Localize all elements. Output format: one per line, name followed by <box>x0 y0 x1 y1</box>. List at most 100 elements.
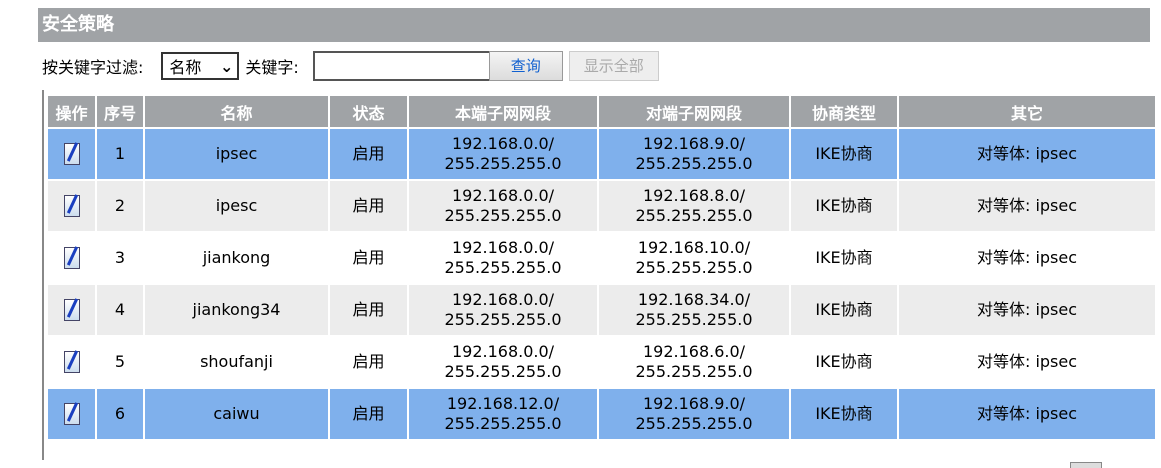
status-cell: 启用 <box>328 283 409 337</box>
status-cell: 启用 <box>328 231 409 285</box>
negotiation-type-cell: IKE协商 <box>789 335 899 389</box>
edit-icon[interactable] <box>63 195 80 217</box>
remote-subnet-cell: 192.168.8.0/255.255.255.0 <box>597 179 791 233</box>
scroll-button[interactable] <box>1070 462 1102 468</box>
keyword-input[interactable] <box>312 51 489 81</box>
status-cell: 启用 <box>328 127 409 181</box>
action-cell <box>46 335 97 389</box>
local-mask: 255.255.255.0 <box>444 362 562 381</box>
remote-ip: 192.168.9.0/ <box>642 134 746 153</box>
status-cell: 启用 <box>328 335 409 389</box>
action-cell <box>46 179 97 233</box>
column-header: 序号 <box>95 94 145 129</box>
local-subnet-cell: 192.168.0.0/255.255.255.0 <box>407 283 599 337</box>
negotiation-type-cell: IKE协商 <box>789 127 899 181</box>
index-cell: 3 <box>95 231 145 285</box>
local-subnet-cell: 192.168.0.0/255.255.255.0 <box>407 335 599 389</box>
other-cell: 对等体: ipsec <box>897 283 1157 337</box>
column-header: 协商类型 <box>789 94 899 129</box>
keyword-label: 关键字: <box>245 58 299 77</box>
name-cell: jiankong34 <box>143 283 330 337</box>
filter-bar: 按关键字过滤: 名称 ⌄ 关键字: 查询 显示全部 <box>42 50 659 82</box>
edit-icon[interactable] <box>63 351 80 373</box>
name-cell: ipesc <box>143 179 330 233</box>
edit-icon[interactable] <box>63 299 80 321</box>
column-header: 其它 <box>897 94 1157 129</box>
local-subnet-cell: 192.168.12.0/255.255.255.0 <box>407 387 599 441</box>
name-cell: shoufanji <box>143 335 330 389</box>
remote-ip: 192.168.8.0/ <box>642 186 746 205</box>
status-cell: 启用 <box>328 387 409 441</box>
action-cell <box>46 231 97 285</box>
remote-subnet-cell: 192.168.9.0/255.255.255.0 <box>597 387 791 441</box>
index-cell: 1 <box>95 127 145 181</box>
negotiation-type-cell: IKE协商 <box>789 387 899 441</box>
index-cell: 6 <box>95 387 145 441</box>
remote-ip: 192.168.10.0/ <box>637 238 751 257</box>
table-row[interactable]: 6 caiwu 启用 192.168.12.0/255.255.255.0 19… <box>46 387 1157 441</box>
action-cell <box>46 283 97 337</box>
column-header: 状态 <box>328 94 409 129</box>
other-cell: 对等体: ipsec <box>897 387 1157 441</box>
other-cell: 对等体: ipsec <box>897 335 1157 389</box>
local-ip: 192.168.0.0/ <box>451 342 555 361</box>
remote-ip: 192.168.6.0/ <box>642 342 746 361</box>
page-title: 安全策略 <box>38 8 1150 42</box>
remote-subnet-cell: 192.168.9.0/255.255.255.0 <box>597 127 791 181</box>
remote-mask: 255.255.255.0 <box>635 154 753 173</box>
local-mask: 255.255.255.0 <box>444 414 562 433</box>
negotiation-type-cell: IKE协商 <box>789 179 899 233</box>
remote-subnet-cell: 192.168.10.0/255.255.255.0 <box>597 231 791 285</box>
remote-ip: 192.168.34.0/ <box>637 290 751 309</box>
edit-icon[interactable] <box>63 143 80 165</box>
local-mask: 255.255.255.0 <box>444 206 562 225</box>
local-subnet-cell: 192.168.0.0/255.255.255.0 <box>407 179 599 233</box>
column-header: 对端子网网段 <box>597 94 791 129</box>
table-row[interactable]: 4 jiankong34 启用 192.168.0.0/255.255.255.… <box>46 283 1157 337</box>
local-ip: 192.168.12.0/ <box>446 394 560 413</box>
index-cell: 2 <box>95 179 145 233</box>
name-cell: caiwu <box>143 387 330 441</box>
action-cell <box>46 127 97 181</box>
column-header: 名称 <box>143 94 330 129</box>
remote-mask: 255.255.255.0 <box>635 206 753 225</box>
remote-ip: 192.168.9.0/ <box>642 394 746 413</box>
policy-table: 操作 序号 名称 状态 本端子网网段 对端子网网段 协商类型 其它 1 ipsec 启用 19… <box>46 94 1157 441</box>
table-row[interactable]: 1 ipsec 启用 192.168.0.0/255.255.255.0 192… <box>46 127 1157 181</box>
negotiation-type-cell: IKE协商 <box>789 283 899 337</box>
local-ip: 192.168.0.0/ <box>451 238 555 257</box>
show-all-button[interactable]: 显示全部 <box>568 51 659 81</box>
query-button[interactable]: 查询 <box>488 51 563 81</box>
remote-mask: 255.255.255.0 <box>635 362 753 381</box>
filter-field-select[interactable]: 名称 ⌄ <box>161 52 240 80</box>
remote-subnet-cell: 192.168.34.0/255.255.255.0 <box>597 283 791 337</box>
column-header: 操作 <box>46 94 97 129</box>
name-cell: jiankong <box>143 231 330 285</box>
select-value: 名称 <box>169 58 202 77</box>
other-cell: 对等体: ipsec <box>897 127 1157 181</box>
table-row[interactable]: 3 jiankong 启用 192.168.0.0/255.255.255.0 … <box>46 231 1157 285</box>
local-subnet-cell: 192.168.0.0/255.255.255.0 <box>407 127 599 181</box>
column-header: 本端子网网段 <box>407 94 599 129</box>
remote-mask: 255.255.255.0 <box>635 414 753 433</box>
name-cell: ipsec <box>143 127 330 181</box>
index-cell: 4 <box>95 283 145 337</box>
edit-icon[interactable] <box>63 247 80 269</box>
local-ip: 192.168.0.0/ <box>451 290 555 309</box>
local-ip: 192.168.0.0/ <box>451 186 555 205</box>
remote-subnet-cell: 192.168.6.0/255.255.255.0 <box>597 335 791 389</box>
edit-icon[interactable] <box>63 403 80 425</box>
status-cell: 启用 <box>328 179 409 233</box>
local-mask: 255.255.255.0 <box>444 310 562 329</box>
other-cell: 对等体: ipsec <box>897 231 1157 285</box>
remote-mask: 255.255.255.0 <box>635 258 753 277</box>
local-mask: 255.255.255.0 <box>444 258 562 277</box>
filter-label: 按关键字过滤: <box>42 58 144 77</box>
table-row[interactable]: 5 shoufanji 启用 192.168.0.0/255.255.255.0… <box>46 335 1157 389</box>
remote-mask: 255.255.255.0 <box>635 310 753 329</box>
action-cell <box>46 387 97 441</box>
other-cell: 对等体: ipsec <box>897 179 1157 233</box>
negotiation-type-cell: IKE协商 <box>789 231 899 285</box>
table-row[interactable]: 2 ipesc 启用 192.168.0.0/255.255.255.0 192… <box>46 179 1157 233</box>
index-cell: 5 <box>95 335 145 389</box>
